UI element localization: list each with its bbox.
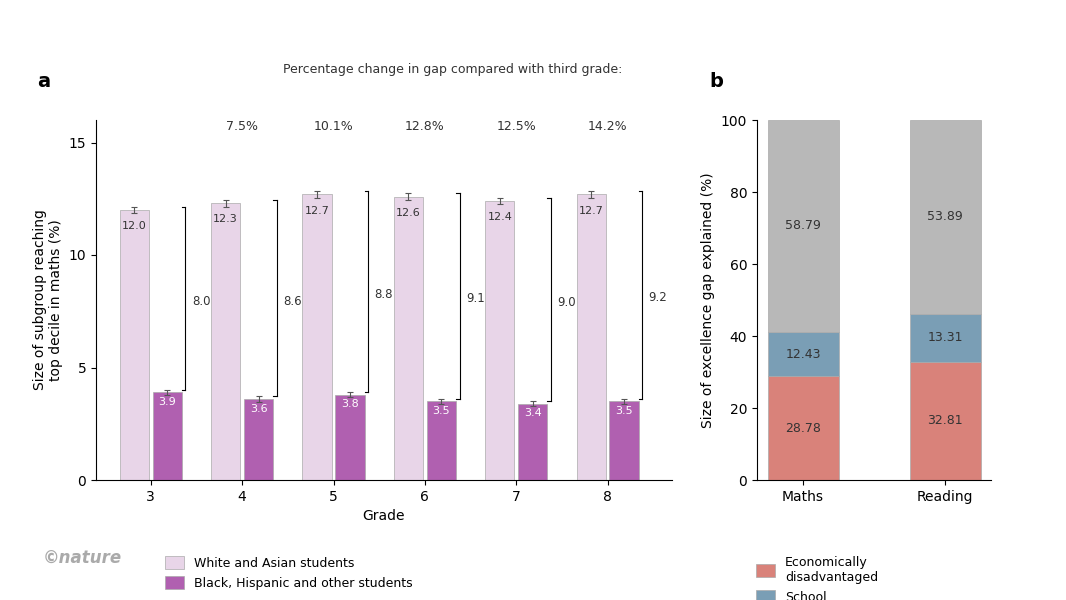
Text: 8.6: 8.6 [284, 295, 302, 308]
Text: 3.5: 3.5 [615, 406, 633, 416]
Text: 7.5%: 7.5% [226, 120, 258, 133]
Text: 9.1: 9.1 [466, 292, 485, 305]
X-axis label: Grade: Grade [362, 509, 405, 523]
Text: 14.2%: 14.2% [587, 120, 628, 133]
Bar [303, 194, 332, 480]
Text: 8.8: 8.8 [374, 288, 393, 301]
Legend: White and Asian students, Black, Hispanic and other students: White and Asian students, Black, Hispani… [160, 551, 417, 595]
Bar [610, 401, 639, 480]
Text: 12.6: 12.6 [397, 208, 421, 218]
Text: 28.78: 28.78 [786, 422, 821, 434]
Text: 32.81: 32.81 [927, 415, 963, 427]
Bar [768, 120, 839, 332]
Text: 12.3: 12.3 [213, 214, 238, 224]
Text: 3.5: 3.5 [433, 406, 450, 416]
Text: 12.8%: 12.8% [405, 120, 445, 133]
Text: a: a [37, 72, 50, 91]
Bar [336, 395, 365, 480]
Bar [909, 314, 981, 362]
Bar [244, 399, 273, 480]
Text: 9.2: 9.2 [649, 291, 667, 304]
Text: 3.9: 3.9 [159, 397, 176, 407]
Text: 12.7: 12.7 [579, 205, 603, 215]
Bar [909, 362, 981, 480]
Bar [518, 403, 547, 480]
Bar [426, 401, 456, 480]
Text: 3.4: 3.4 [523, 408, 542, 418]
Bar [119, 210, 149, 480]
Text: 8.0: 8.0 [192, 295, 210, 308]
Legend: Economically
disadvantaged, School, Unexplained: Economically disadvantaged, School, Unex… [752, 551, 884, 600]
Text: ©nature: ©nature [43, 550, 122, 568]
Text: 12.4: 12.4 [487, 212, 513, 222]
Text: 53.89: 53.89 [927, 211, 963, 223]
Bar [485, 201, 515, 480]
Text: 3.8: 3.8 [341, 399, 359, 409]
Bar [211, 203, 240, 480]
Bar [909, 120, 981, 314]
Bar [768, 332, 839, 376]
Bar [768, 376, 839, 480]
Text: 12.7: 12.7 [305, 205, 329, 215]
Text: Percentage change in gap compared with third grade:: Percentage change in gap compared with t… [284, 63, 623, 76]
Bar [577, 194, 605, 480]
Text: 10.1%: 10.1% [313, 120, 354, 133]
Text: 3.6: 3.6 [249, 403, 268, 413]
Text: 58.79: 58.79 [786, 220, 821, 232]
Y-axis label: Size of excellence gap explained (%): Size of excellence gap explained (%) [701, 172, 715, 428]
Bar [393, 196, 423, 480]
Text: 12.0: 12.0 [122, 221, 147, 231]
Text: 13.31: 13.31 [927, 331, 963, 344]
Y-axis label: Size of subgroup reaching
top decile in maths (%): Size of subgroup reaching top decile in … [33, 209, 63, 391]
Bar [152, 392, 182, 480]
Text: 9.0: 9.0 [558, 296, 576, 309]
Text: 12.43: 12.43 [786, 347, 821, 361]
Text: 12.5%: 12.5% [497, 120, 536, 133]
Text: b: b [709, 72, 723, 91]
